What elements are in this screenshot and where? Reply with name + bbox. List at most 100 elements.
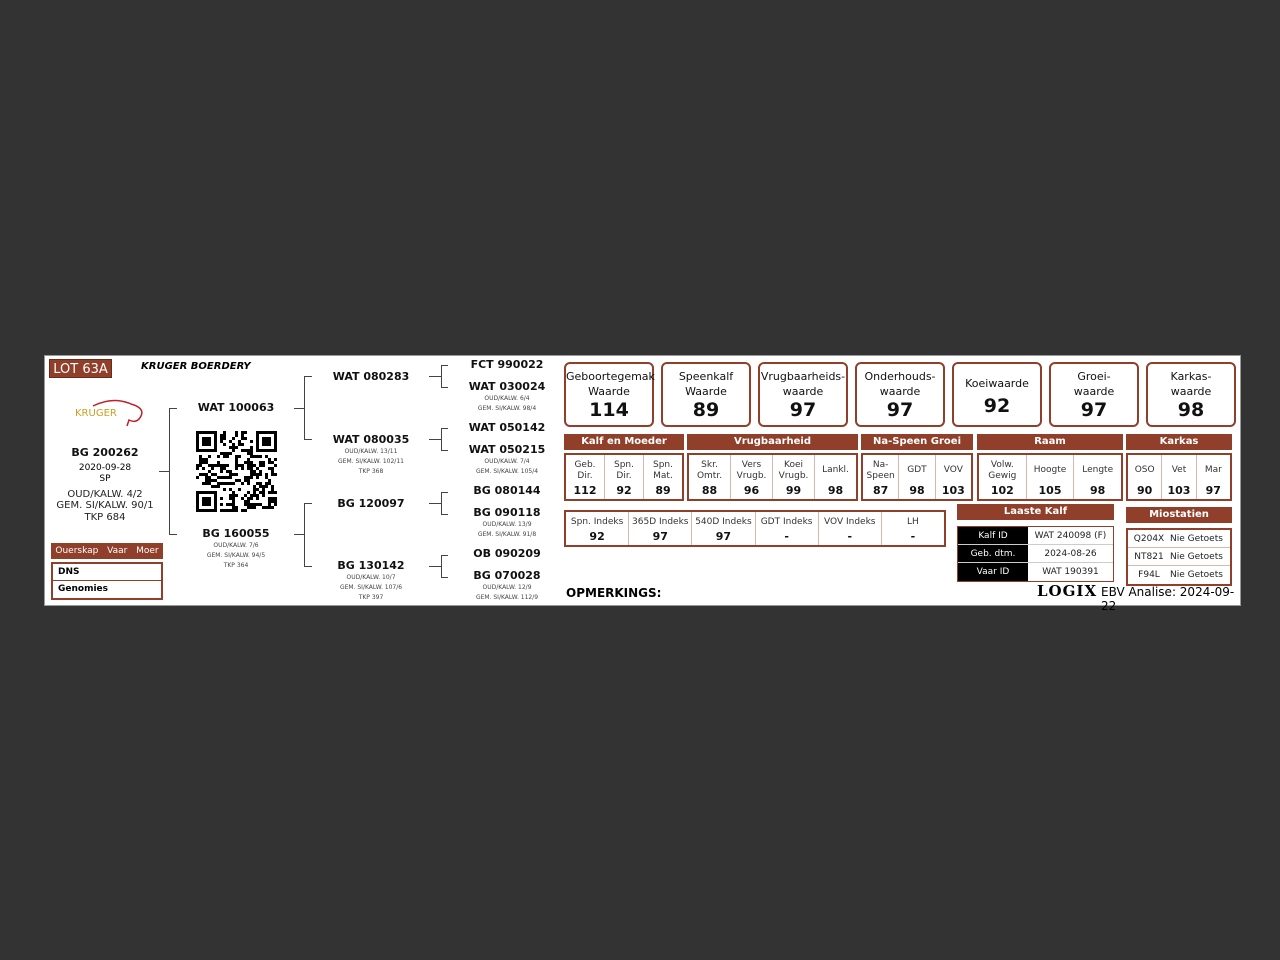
parentage-label: Ouerskap: [55, 546, 99, 556]
trait-cell: Volw. Gewig 102: [979, 455, 1027, 499]
trait-label: Spn. Mat.: [653, 459, 673, 481]
animal-tag: SP: [99, 474, 111, 484]
trait-label: Lengte: [1082, 465, 1114, 475]
bracket-line: [441, 577, 448, 578]
trait-value: 99: [785, 484, 802, 497]
myostatin-gene: NT821: [1134, 552, 1164, 562]
trait-label: Spn. Dir.: [614, 459, 634, 481]
trait-value: 112: [573, 484, 597, 497]
last-calf-value: WAT 190391: [1042, 567, 1099, 577]
bracket-line: [441, 365, 448, 366]
trait-cell: Vet 103: [1162, 455, 1197, 499]
trait-cell: OSO 90: [1128, 455, 1163, 499]
last-calf-header: Laaste Kalf: [957, 504, 1114, 520]
bracket-line: [169, 408, 177, 409]
gen3-id: WAT 050215: [468, 443, 546, 456]
bracket-line: [441, 492, 448, 493]
index-cell: VOV Indeks -: [819, 512, 882, 545]
group-table: Geb. Dir. 112 Spn. Dir. 92 Spn. Mat. 89: [564, 453, 684, 501]
trait-label: Vers Vrugb.: [736, 459, 767, 481]
ebv-value-box: Onderhouds-waarde 97: [855, 362, 945, 427]
group-table: Skr. Omtr. 88 Vers Vrugb. 96 Koei Vrugb. 99 La…: [687, 453, 858, 501]
index-label: LH: [907, 516, 919, 527]
sire-label: Vaar: [107, 546, 128, 556]
trait-label: Mar: [1204, 465, 1222, 475]
animal-gem: GEM. SI/KALW. 90/1: [56, 500, 154, 511]
trait-cell: Hoogte 105: [1027, 455, 1075, 499]
gen2-id: BG 120097: [337, 497, 405, 510]
dam-label: Moer: [136, 546, 159, 556]
qr-code[interactable]: [196, 431, 277, 512]
index-label: VOV Indeks: [824, 516, 876, 527]
trait-cell: Skr. Omtr. 88: [689, 455, 731, 499]
ebv-label: Koeiwaarde: [965, 377, 1029, 390]
trait-value: 92: [616, 484, 632, 497]
index-value: -: [910, 530, 916, 543]
parentage-dns: DNS: [53, 564, 161, 581]
bracket-line: [441, 365, 442, 387]
bracket-line: [159, 471, 169, 472]
trait-cell: VOV 103: [936, 455, 971, 499]
bracket-line: [294, 534, 304, 535]
last-calf-key: Vaar ID: [958, 563, 1028, 581]
ebv-label: waarde: [782, 385, 824, 398]
trait-cell: Spn. Mat. 89: [644, 455, 682, 499]
bracket-line: [304, 503, 305, 566]
gen3-gem: GEM. SI/KALW. 112/9: [475, 594, 539, 601]
gen3-id: OB 090209: [473, 547, 541, 560]
gen3-gem: GEM. SI/KALW. 91/8: [477, 531, 537, 538]
trait-label: GDT: [907, 465, 927, 475]
bracket-line: [304, 503, 312, 504]
bracket-line: [429, 439, 441, 440]
animal-birth-date: 2020-09-28: [78, 463, 132, 473]
trait-label: Skr. Omtr.: [696, 459, 723, 481]
bracket-line: [441, 387, 448, 388]
myostatin-status: Nie Getoets: [1170, 552, 1223, 562]
dam-gem: GEM. SI/KALW. 94/5: [206, 552, 266, 559]
bracket-line: [441, 492, 442, 514]
trait-label: Koei Vrugb.: [778, 459, 809, 481]
bracket-line: [441, 555, 442, 577]
trait-value: 103: [941, 484, 965, 497]
animal-oud: OUD/KALW. 4/2: [67, 489, 143, 500]
ebv-value-box: Geboortegemak Waarde 114: [564, 362, 655, 427]
trait-value: 98: [909, 484, 925, 497]
index-label: 540D Indeks: [695, 516, 752, 527]
index-cell: 540D Indeks 97: [692, 512, 756, 545]
myostatin-gene: F94L: [1138, 570, 1160, 580]
gen3-oud: OUD/KALW. 13/9: [482, 521, 532, 528]
lot-badge: LOT 63A: [49, 359, 112, 378]
dam-tkp: TKP 364: [223, 562, 249, 569]
trait-label: Volw. Gewig: [988, 459, 1017, 481]
last-calf-row: Geb. dtm. 2024-08-26: [958, 545, 1113, 563]
last-calf-row: Vaar ID WAT 190391: [958, 563, 1113, 581]
bracket-line: [429, 376, 441, 377]
ebv-value-box: Vrugbaarheids-waarde 97: [758, 362, 848, 427]
gen3-gem: GEM. SI/KALW. 105/4: [475, 468, 539, 475]
index-cell: Spn. Indeks 92: [566, 512, 630, 545]
trait-cell: Koei Vrugb. 99: [773, 455, 815, 499]
analysis-date: EBV Analise: 2024-09-22: [1101, 585, 1235, 613]
myostatin-row: Q204X Nie Getoets: [1128, 530, 1230, 548]
bracket-line: [304, 376, 312, 377]
ebv-value: 92: [983, 395, 1011, 417]
last-calf-row: Kalf ID WAT 240098 (F): [958, 527, 1113, 545]
gen2-tkp: TKP 397: [358, 594, 384, 601]
bracket-line: [441, 555, 448, 556]
trait-value: 90: [1137, 484, 1153, 497]
bracket-line: [429, 566, 441, 567]
myostatin-table: Q204X Nie Getoets NT821 Nie Getoets F94L Nie …: [1126, 528, 1232, 586]
trait-value: 105: [1038, 484, 1062, 497]
index-cell: 365D Indeks 97: [629, 512, 693, 545]
gen2-tkp: TKP 368: [358, 468, 384, 475]
group-header: Vrugbaarheid: [687, 434, 858, 450]
gen2-gem: GEM. SI/KALW. 102/11: [338, 458, 404, 465]
lot-card: LOT 63A KRUGER BOERDERY KRUGER BG 200262…: [44, 355, 1241, 613]
trait-value: 98: [1090, 484, 1106, 497]
parentage-header: Ouerskap Vaar Moer: [51, 543, 163, 559]
gen3-id: BG 090118: [473, 506, 541, 519]
ebv-label: Geboortegemak: [566, 370, 655, 383]
myostatin-status: Nie Getoets: [1170, 534, 1223, 544]
gen3-id: FCT 990022: [470, 358, 544, 371]
trait-value: 89: [655, 484, 671, 497]
